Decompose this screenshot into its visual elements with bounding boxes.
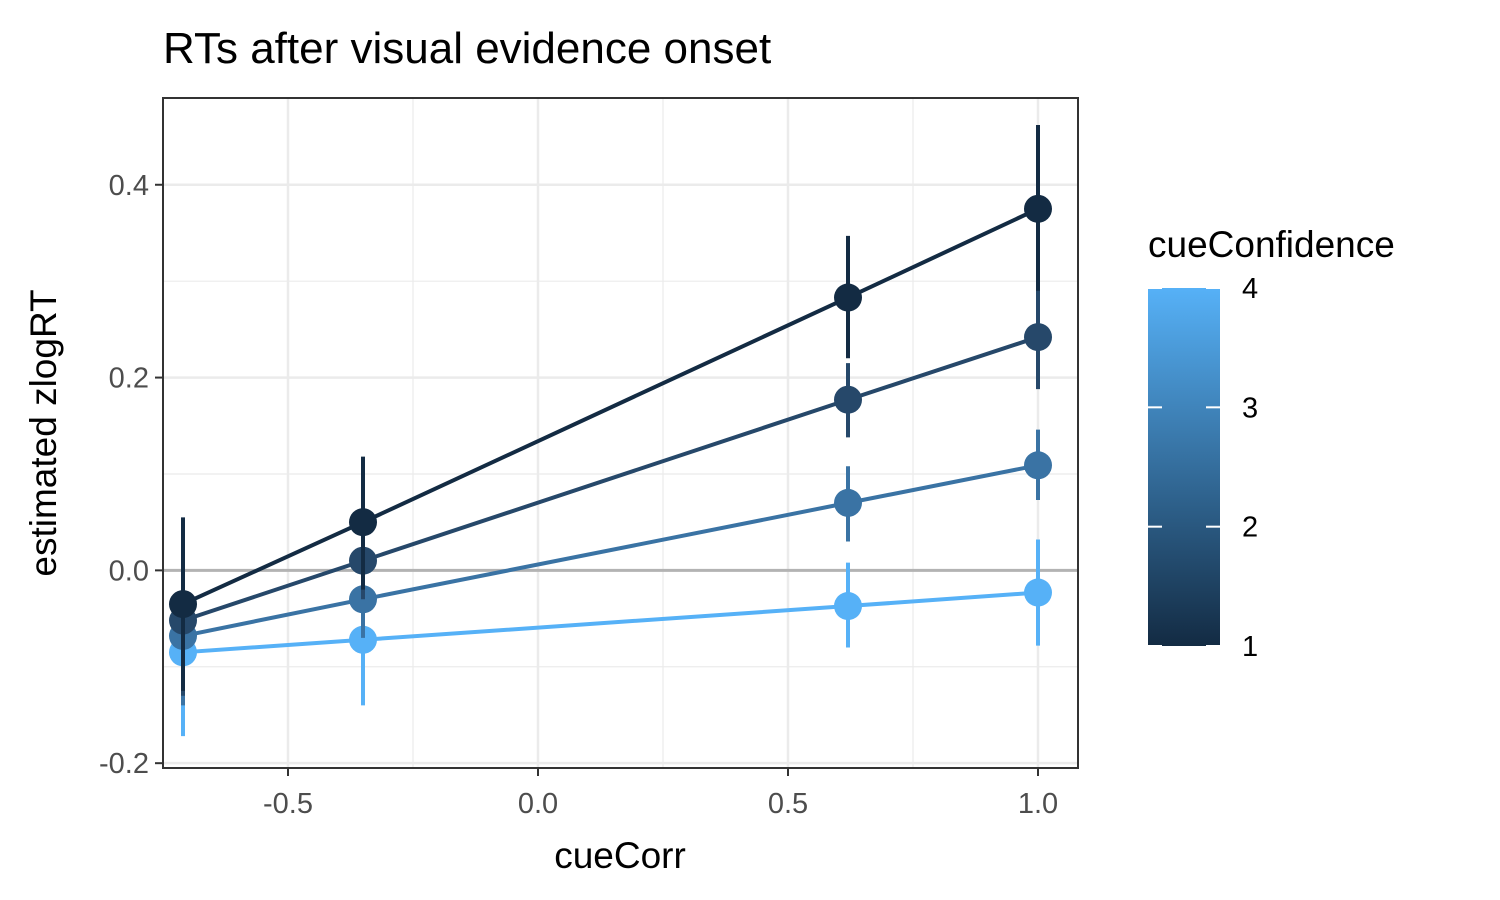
- y-tick-label: -0.2: [99, 748, 149, 780]
- x-axis: -0.5 0.0 0.5 1.0: [263, 768, 1058, 820]
- y-tick-label: 0.0: [109, 555, 149, 587]
- y-tick-label: 0.4: [109, 170, 149, 202]
- x-tick-label: 1.0: [1018, 788, 1058, 820]
- colorbar-ticks: 1 2 3 4: [1148, 273, 1258, 663]
- data-point: [1024, 578, 1052, 607]
- series-line: [182, 207, 1039, 606]
- y-axis-title: estimated zlogRT: [23, 289, 64, 576]
- series-line: [182, 335, 1039, 623]
- x-tick-label: 0.0: [518, 788, 558, 820]
- series-line: [182, 463, 1039, 638]
- data-point: [349, 625, 377, 654]
- series-layer: [169, 124, 1052, 737]
- x-tick-label: 0.5: [768, 788, 808, 820]
- legend: cueConfidence 1 2 3 4: [1148, 224, 1395, 663]
- colorbar-label: 1: [1242, 631, 1258, 663]
- data-point: [834, 385, 862, 414]
- data-point: [1024, 323, 1052, 352]
- y-axis: -0.2 0.0 0.2 0.4: [99, 170, 163, 780]
- colorbar: [1148, 288, 1220, 646]
- data-point: [169, 590, 197, 619]
- data-point: [1024, 451, 1052, 480]
- chart-title: RTs after visual evidence onset: [163, 24, 771, 73]
- colorbar-label: 3: [1242, 392, 1258, 424]
- data-point: [834, 488, 862, 517]
- x-axis-title: cueCorr: [554, 835, 686, 876]
- plot-panel-background: [163, 98, 1078, 768]
- data-point: [349, 508, 377, 537]
- colorbar-label: 2: [1242, 512, 1258, 544]
- y-tick-label: 0.2: [109, 363, 149, 395]
- data-point: [834, 283, 862, 312]
- legend-title: cueConfidence: [1148, 224, 1395, 265]
- series-cue-confidence-1: [169, 124, 1052, 691]
- data-point: [834, 592, 862, 621]
- x-tick-label: -0.5: [263, 788, 313, 820]
- colorbar-label: 4: [1242, 273, 1258, 305]
- data-point: [1024, 194, 1052, 223]
- plot-panel-border: [162, 97, 1079, 769]
- series-line: [182, 590, 1039, 655]
